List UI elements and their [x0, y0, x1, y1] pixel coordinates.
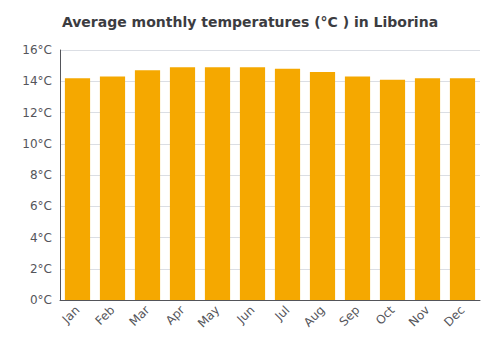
svg-text:14°C: 14°C: [22, 74, 52, 88]
svg-text:Jul: Jul: [272, 303, 293, 324]
svg-text:Feb: Feb: [93, 303, 118, 328]
svg-text:Dec: Dec: [441, 303, 467, 329]
svg-text:Nov: Nov: [406, 303, 432, 329]
svg-text:Jan: Jan: [59, 303, 83, 327]
svg-text:May: May: [195, 303, 222, 330]
svg-text:Sep: Sep: [337, 303, 363, 329]
svg-text:Apr: Apr: [163, 303, 188, 328]
svg-text:6°C: 6°C: [30, 199, 52, 213]
svg-text:12°C: 12°C: [22, 106, 52, 120]
svg-text:Aug: Aug: [301, 303, 327, 329]
svg-text:2°C: 2°C: [30, 262, 52, 276]
svg-text:10°C: 10°C: [22, 137, 52, 151]
svg-text:8°C: 8°C: [30, 168, 52, 182]
svg-text:4°C: 4°C: [30, 231, 52, 245]
svg-text:Average monthly temperatures (: Average monthly temperatures (°C ) in Li…: [62, 14, 438, 30]
svg-text:Mar: Mar: [127, 303, 153, 329]
svg-text:Oct: Oct: [373, 303, 398, 328]
svg-text:16°C: 16°C: [22, 43, 52, 57]
svg-text:0°C: 0°C: [30, 293, 52, 307]
svg-text:Jun: Jun: [234, 303, 258, 327]
